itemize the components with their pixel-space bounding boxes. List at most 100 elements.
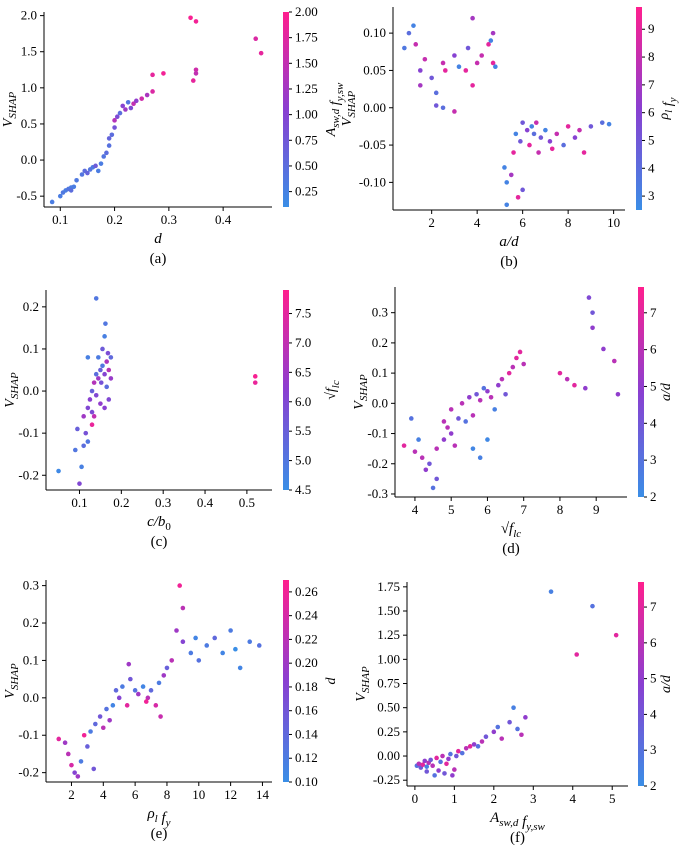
scatter-point [128,105,134,111]
scatter-point [428,757,433,763]
colorbar-tick-label: 4 [650,706,657,721]
colorbar-tick-label: 0.50 [295,158,318,173]
panel-d: 4 5 6 7 8 9 -0.3 -0.2 -0.1 0.0 0.1 0.2 0.3 2 3 4 5 6 7 a/d √… [352,287,674,557]
scatter-point [161,673,167,678]
scatter-point [85,170,90,176]
y-tick-label: 0.75 [377,676,400,691]
y-tick-label: 0.1 [372,365,388,380]
scatter-point [228,628,233,633]
x-tick-label: 14 [256,787,270,802]
x-tick-label: 0 [412,791,419,806]
x-axis-label: a/d [499,234,519,250]
y-axis-label: VSHAP [3,372,21,408]
x-tick-label: 0.4 [215,212,232,227]
colorbar-tick-label: 0.18 [295,679,318,694]
scatter-point [590,325,595,331]
y-tick-label: 0.3 [23,578,39,593]
scatter-point [131,101,136,107]
y-tick-label: 0.2 [372,335,388,350]
scatter-point [204,643,210,648]
scatter-point [116,695,122,701]
scatter-point [65,751,71,757]
y-tick-label: 0.0 [372,395,388,410]
scatter-point [448,751,453,757]
scatter-point [112,118,117,123]
scatter-point [422,56,428,62]
scatter-point [85,744,90,749]
colorbar-tick-label: 0.20 [295,655,318,670]
y-tick-label: 0.2 [23,299,39,314]
scatter-point [85,439,91,444]
scatter-point [508,172,514,178]
scatter-point [499,376,505,382]
scatter-point [470,15,475,21]
scatter-point [108,355,114,360]
scatter-point [507,719,512,725]
scatter-point [247,639,253,645]
scatter-point [606,121,612,127]
colorbar-label: a/d [659,674,674,693]
x-axis-label: d [154,231,162,247]
colorbar-tick-label: 4 [648,160,655,175]
y-tick-label: 1.00 [377,651,400,666]
scatter-point [470,446,476,451]
scatter-point [419,455,425,461]
scatter-point [479,53,485,58]
scatter-point [429,75,434,81]
y-tick-label: 0.1 [23,341,39,356]
scatter-point [495,724,501,730]
scatter-point [574,652,579,657]
x-tick-label: 8 [557,502,564,517]
colorbar-tick-label: 6.0 [295,394,311,409]
scatter-point [450,773,455,778]
scatter-point [120,103,126,109]
scatter-point [511,150,516,155]
colorbar [283,290,289,490]
scatter-point [517,349,523,355]
scatter-point [490,30,496,36]
scatter-point [252,374,258,379]
scatter-point [136,691,141,697]
scatter-point [174,628,179,633]
scatter-point [433,103,439,108]
x-tick-label: 0.5 [239,495,255,510]
colorbar-tick-label: 7.5 [295,306,311,321]
scatter-point [452,443,458,448]
scatter-point [438,759,443,765]
scatter-point [518,139,523,144]
y-tick-label: 0.05 [363,62,386,77]
colorbar-tick-label: 1.25 [295,81,318,96]
scatter-point [444,761,449,767]
scatter-point [56,736,62,742]
scatter-point [140,684,146,689]
scatter-point [486,42,491,47]
panel-c: 0.1 0.2 0.3 0.4 0.5 -0.2 -0.1 0.0 0.1 0.2 4.5 5.0 5.… [3,290,342,550]
colorbar-label: ρl fy [657,97,679,120]
scatter-point [62,740,68,746]
scatter-point [463,745,469,751]
scatter-point [96,355,101,360]
scatter-point [521,361,526,367]
colorbar-tick-label: 4.5 [295,482,311,497]
x-tick-label: 5 [609,791,616,806]
scatter-point [561,142,566,148]
scatter-point [75,774,81,779]
panel-label: (b) [500,254,518,270]
scatter-point [612,358,617,364]
scatter-point [456,748,461,754]
y-tick-label: 0.0 [23,690,39,705]
scatter-point [409,416,414,421]
scatter-point [613,632,619,638]
scatter-point [564,376,570,382]
scatter-point [492,407,497,412]
scatter-point [527,142,532,148]
scatter-point [193,71,199,76]
y-tick-label: -0.3 [367,486,388,501]
x-tick-label: 0.1 [71,495,87,510]
scatter-point [49,199,55,205]
scatter-point [102,334,107,339]
scatter-point [104,150,109,156]
scatter-point [434,446,439,451]
scatter-point [590,603,595,609]
scatter-point [100,725,106,731]
